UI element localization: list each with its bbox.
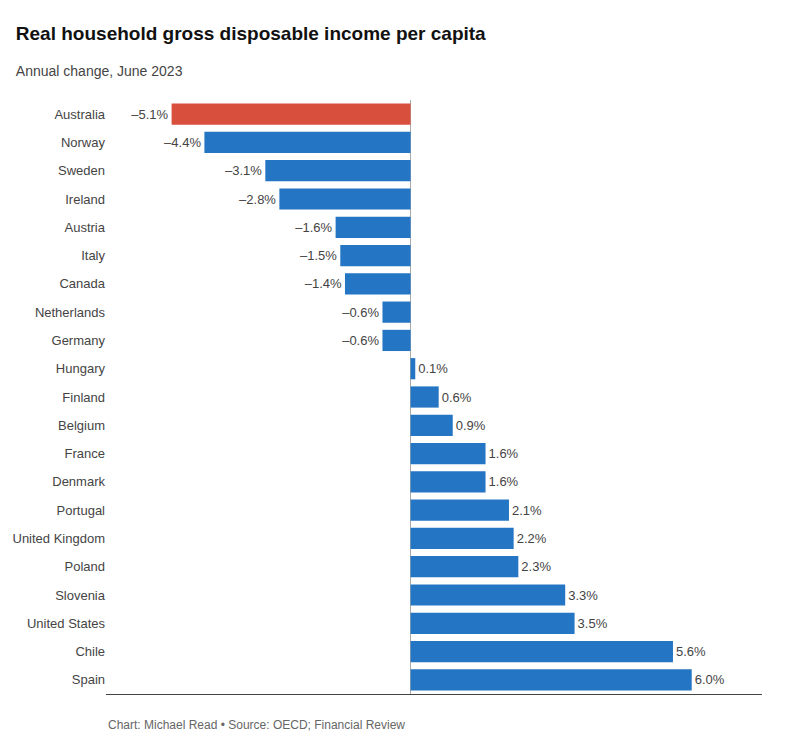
svg-text:Chart: Michael Read • Source:: Chart: Michael Read • Source: OECD; Fina… — [108, 718, 405, 732]
svg-text:–0.6%: –0.6% — [342, 305, 379, 320]
svg-text:0.1%: 0.1% — [418, 361, 448, 376]
svg-text:–1.5%: –1.5% — [300, 248, 337, 263]
svg-text:Denmark: Denmark — [52, 474, 105, 489]
svg-text:–5.1%: –5.1% — [131, 107, 168, 122]
svg-text:Annual change, June 2023: Annual change, June 2023 — [16, 63, 183, 79]
svg-text:1.6%: 1.6% — [489, 474, 519, 489]
svg-text:–1.6%: –1.6% — [295, 220, 332, 235]
svg-text:France: France — [65, 446, 105, 461]
svg-text:–3.1%: –3.1% — [225, 163, 262, 178]
svg-text:Italy: Italy — [81, 248, 105, 263]
svg-text:Ireland: Ireland — [65, 192, 105, 207]
svg-text:Real household gross disposabl: Real household gross disposable income p… — [16, 23, 486, 44]
svg-text:0.9%: 0.9% — [456, 418, 486, 433]
svg-text:3.5%: 3.5% — [578, 616, 608, 631]
svg-text:0.6%: 0.6% — [442, 390, 472, 405]
svg-text:–4.4%: –4.4% — [164, 135, 201, 150]
svg-text:Chile: Chile — [75, 644, 105, 659]
svg-text:2.2%: 2.2% — [517, 531, 547, 546]
svg-text:Norway: Norway — [61, 135, 106, 150]
svg-text:Finland: Finland — [62, 390, 105, 405]
svg-text:Spain: Spain — [72, 672, 105, 687]
svg-text:–0.6%: –0.6% — [342, 333, 379, 348]
svg-text:–1.4%: –1.4% — [305, 276, 342, 291]
svg-text:Canada: Canada — [59, 276, 105, 291]
svg-text:Belgium: Belgium — [58, 418, 105, 433]
svg-text:5.6%: 5.6% — [676, 644, 706, 659]
svg-text:Slovenia: Slovenia — [55, 588, 106, 603]
svg-text:Australia: Australia — [54, 107, 105, 122]
svg-text:Germany: Germany — [52, 333, 106, 348]
svg-text:Poland: Poland — [65, 559, 105, 574]
svg-text:Portugal: Portugal — [57, 503, 106, 518]
svg-text:Hungary: Hungary — [56, 361, 106, 376]
svg-text:Sweden: Sweden — [58, 163, 105, 178]
svg-text:2.3%: 2.3% — [521, 559, 551, 574]
svg-text:1.6%: 1.6% — [489, 446, 519, 461]
svg-text:Netherlands: Netherlands — [35, 305, 106, 320]
svg-text:Austria: Austria — [65, 220, 106, 235]
svg-text:–2.8%: –2.8% — [239, 192, 276, 207]
svg-text:3.3%: 3.3% — [568, 588, 598, 603]
svg-text:United Kingdom: United Kingdom — [13, 531, 106, 546]
svg-text:United States: United States — [27, 616, 106, 631]
svg-text:6.0%: 6.0% — [695, 672, 725, 687]
svg-text:2.1%: 2.1% — [512, 503, 542, 518]
